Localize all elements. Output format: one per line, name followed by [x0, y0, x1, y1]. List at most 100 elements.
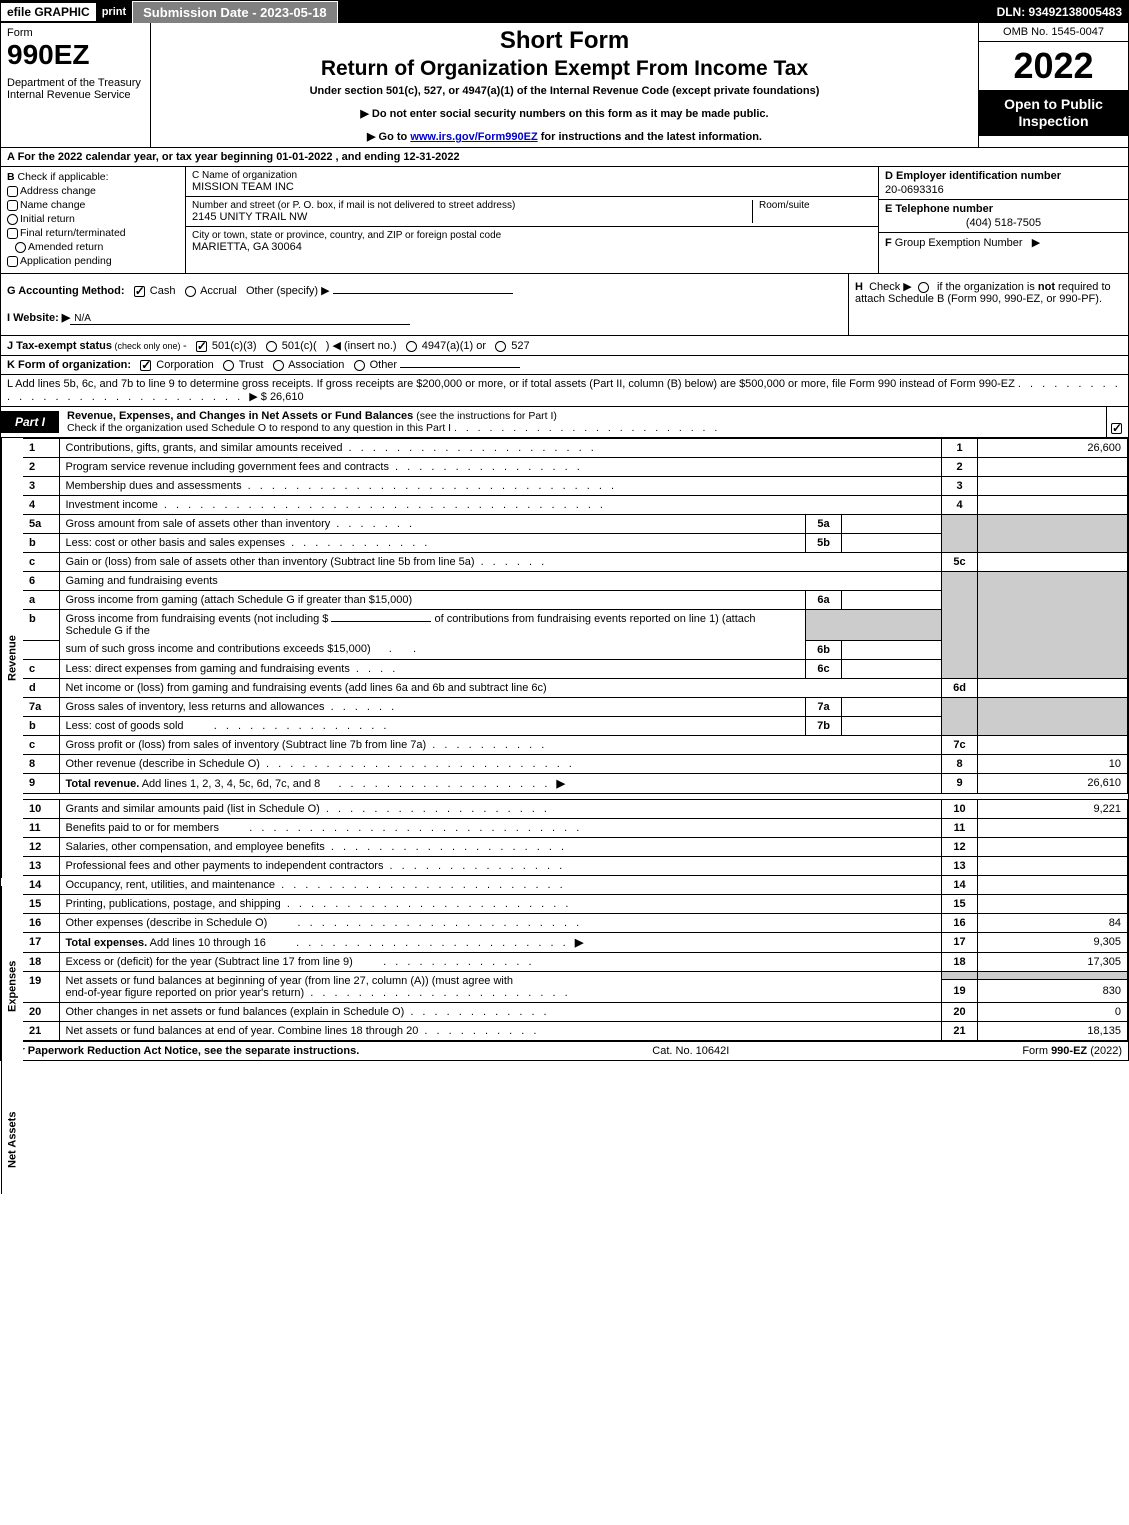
checkbox-icon	[7, 256, 18, 267]
footer-form-name: 990-EZ	[1051, 1045, 1087, 1057]
h-checkbox[interactable]	[918, 282, 929, 293]
irs-link[interactable]: www.irs.gov/Form990EZ	[410, 131, 537, 143]
4947-checkbox[interactable]	[406, 341, 417, 352]
form-footer: For Paperwork Reduction Act Notice, see …	[1, 1041, 1128, 1060]
line-1: 1 Contributions, gifts, grants, and simi…	[23, 439, 1128, 458]
part-i-title: Revenue, Expenses, and Changes in Net As…	[59, 407, 1106, 437]
check-initial-return[interactable]: Initial return	[7, 213, 179, 225]
501c-checkbox[interactable]	[266, 341, 277, 352]
trust-checkbox[interactable]	[223, 360, 234, 371]
line-num: 11	[23, 818, 59, 837]
shaded-cell	[978, 515, 1128, 553]
org-name-row: C Name of organization MISSION TEAM INC	[186, 167, 878, 197]
shaded-cell	[942, 572, 978, 679]
line-desc: Gross income from gaming (attach Schedul…	[59, 591, 806, 610]
line-val: 9,305	[978, 932, 1128, 952]
city-label: City or town, state or province, country…	[192, 230, 872, 241]
corp-checkbox[interactable]	[140, 360, 151, 371]
line-val	[978, 477, 1128, 496]
line-val: 9,221	[978, 799, 1128, 818]
line-desc: Professional fees and other payments to …	[59, 856, 942, 875]
part-title-text: Revenue, Expenses, and Changes in Net As…	[67, 410, 416, 422]
line-num: 9	[23, 773, 59, 793]
section-b-through-f: B Check if applicable: Address change Na…	[1, 167, 1128, 274]
desc-text: Excess or (deficit) for the year (Subtra…	[66, 956, 353, 968]
footer-form-year: (2022)	[1087, 1045, 1122, 1057]
line-2: 2 Program service revenue including gove…	[23, 458, 1128, 477]
desc-text: Less: direct expenses from gaming and fu…	[66, 663, 350, 675]
form-990ez: efile GRAPHIC print Submission Date - 20…	[0, 0, 1129, 1061]
line-ref: 13	[942, 856, 978, 875]
schedule-o-checkbox[interactable]	[1111, 423, 1122, 434]
cash-label: Cash	[150, 285, 176, 297]
501c3-checkbox[interactable]	[196, 341, 207, 352]
line-num: 16	[23, 913, 59, 932]
line-num: 7a	[23, 697, 59, 716]
accrual-checkbox[interactable]	[185, 286, 196, 297]
b-letter: B	[7, 171, 15, 183]
line-num: 10	[23, 799, 59, 818]
desc-text: Benefits paid to or for members	[66, 822, 219, 834]
line-val: 26,600	[978, 439, 1128, 458]
print-button[interactable]: print	[96, 4, 132, 20]
line-8: 8 Other revenue (describe in Schedule O)…	[23, 754, 1128, 773]
line-num: 13	[23, 856, 59, 875]
line-desc: Gross profit or (loss) from sales of inv…	[59, 735, 942, 754]
line-ref: 7c	[942, 735, 978, 754]
line-desc: Other revenue (describe in Schedule O) .…	[59, 754, 942, 773]
line-ref: 5c	[942, 553, 978, 572]
line-num: b	[23, 610, 59, 641]
inner-ref: 6a	[806, 591, 842, 610]
group-label: F Group Exemption Number ▶	[885, 236, 1122, 249]
check-amended-return[interactable]: Amended return	[7, 241, 179, 253]
city-row: City or town, state or province, country…	[186, 227, 878, 256]
desc-text: Membership dues and assessments	[66, 480, 242, 492]
line-desc: Gaming and fundraising events	[59, 572, 942, 591]
check-address-change[interactable]: Address change	[7, 185, 179, 197]
line-desc: Printing, publications, postage, and shi…	[59, 894, 942, 913]
checkbox-icon	[7, 214, 18, 225]
assoc-checkbox[interactable]	[273, 360, 284, 371]
other-checkbox[interactable]	[354, 360, 365, 371]
desc-text: Grants and similar amounts paid (list in…	[66, 803, 320, 815]
accrual-label: Accrual	[200, 285, 237, 297]
desc-text: Printing, publications, postage, and shi…	[66, 898, 281, 910]
header-center: Short Form Return of Organization Exempt…	[151, 23, 978, 147]
line-num: 1	[23, 439, 59, 458]
inner-ref: 5b	[806, 534, 842, 553]
shaded-cell	[942, 697, 978, 735]
527-checkbox[interactable]	[495, 341, 506, 352]
line-desc: Excess or (deficit) for the year (Subtra…	[59, 952, 942, 971]
inner-ref: 5a	[806, 515, 842, 534]
assoc-label: Association	[288, 359, 344, 371]
desc-text: Professional fees and other payments to …	[66, 860, 384, 872]
other-org-input[interactable]	[400, 367, 520, 368]
opt-label: Final return/terminated	[20, 227, 126, 239]
desc-text: Contributions, gifts, grants, and simila…	[66, 442, 343, 454]
fundraising-amount-input[interactable]	[331, 621, 431, 622]
open-inspection-label: Open to Public Inspection	[979, 90, 1128, 136]
line-j-tax-exempt: J Tax-exempt status (check only one) - 5…	[1, 336, 1128, 356]
column-g: G Accounting Method: Cash Accrual Other …	[1, 274, 848, 335]
line-num: d	[23, 678, 59, 697]
cash-checkbox[interactable]	[134, 286, 145, 297]
k-label: K Form of organization:	[7, 359, 131, 371]
shaded-cell	[978, 697, 1128, 735]
inner-val	[842, 515, 942, 534]
line-ref: 6d	[942, 678, 978, 697]
ein-value: 20-0693316	[885, 184, 1122, 196]
inner-ref: 6c	[806, 659, 842, 678]
line-val: 26,610	[978, 773, 1128, 793]
submission-date-button[interactable]: Submission Date - 2023-05-18	[132, 1, 338, 24]
line-ref: 11	[942, 818, 978, 837]
check-name-change[interactable]: Name change	[7, 199, 179, 211]
column-c: C Name of organization MISSION TEAM INC …	[186, 167, 878, 273]
check-final-return[interactable]: Final return/terminated	[7, 227, 179, 239]
desc-text: Less: cost of goods sold	[66, 720, 184, 732]
line-10: 10 Grants and similar amounts paid (list…	[23, 799, 1128, 818]
other-specify-input[interactable]	[333, 293, 513, 294]
line-9: 9 Total revenue. Add lines 1, 2, 3, 4, 5…	[23, 773, 1128, 793]
line-desc: Benefits paid to or for members . . . . …	[59, 818, 942, 837]
check-application-pending[interactable]: Application pending	[7, 255, 179, 267]
line-val	[978, 837, 1128, 856]
